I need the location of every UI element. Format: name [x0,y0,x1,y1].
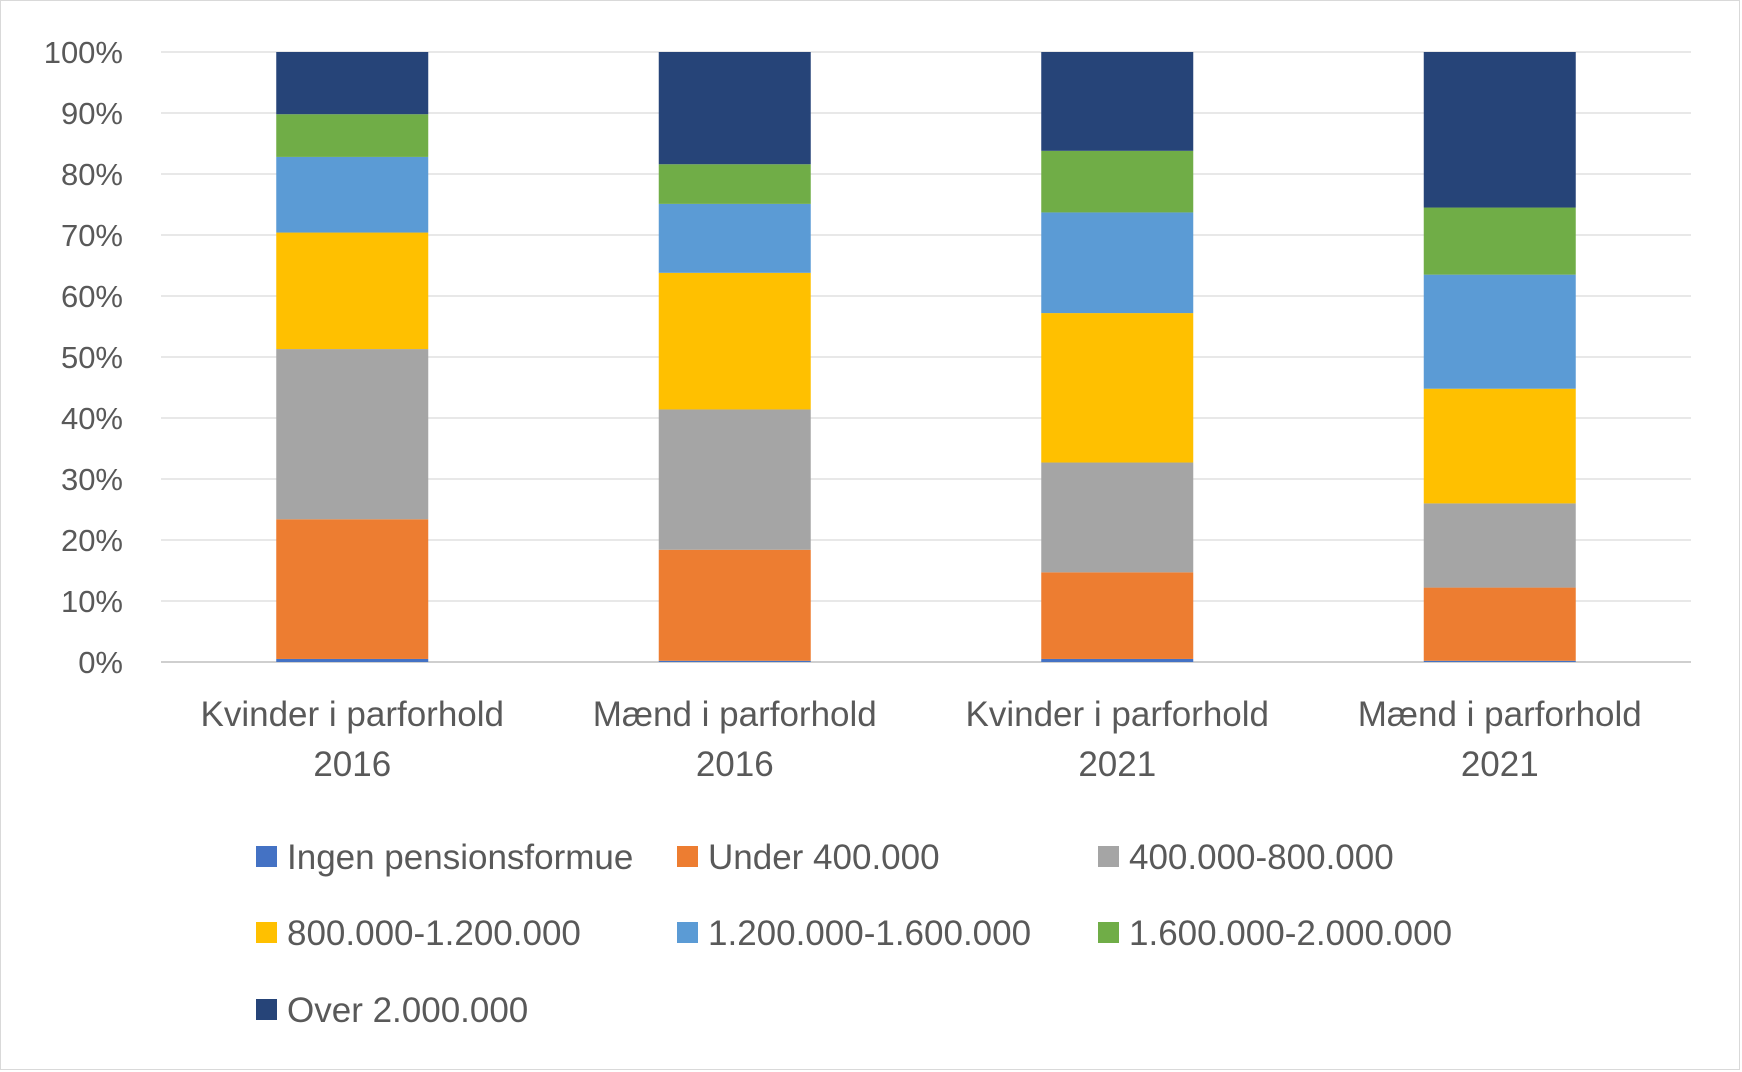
y-tick-label: 0% [78,645,123,680]
legend-swatch [1098,846,1119,867]
bar-segment [1041,658,1194,662]
y-tick-label: 80% [61,157,123,192]
x-tick-label: Mænd i parforhold [1358,695,1642,734]
bar-segment [1423,274,1576,389]
x-tick-label: Kvinder i parforhold [966,695,1270,734]
legend-swatch [1098,922,1119,943]
x-tick-label: Mænd i parforhold [593,695,877,734]
bar-segment [1041,212,1194,314]
bar-segment [1423,503,1576,588]
bar-segment [1041,313,1194,463]
legend-label: 1.200.000-1.600.000 [708,914,1031,953]
legend-swatch [256,999,277,1020]
x-tick-label: Kvinder i parforhold [201,695,505,734]
bar-segment [1423,52,1576,208]
bar-segment [276,156,429,233]
bar-segment [658,549,811,661]
legend-label: 400.000-800.000 [1129,838,1394,877]
bar-segment [276,114,429,157]
bar-segment [1423,207,1576,275]
bars [276,52,1576,662]
legend-label: Over 2.000.000 [287,991,528,1030]
bar-segment [276,232,429,350]
legend-label: Under 400.000 [708,838,940,877]
bar-segment [276,519,429,659]
y-tick-label: 30% [61,462,123,497]
y-axis-labels: 0% 10% 20% 30% 40% 50% 60% 70% 80% 90% 100% [44,35,123,680]
x-tick-label: 2021 [1461,745,1539,784]
y-tick-label: 20% [61,523,123,558]
y-tick-label: 60% [61,279,123,314]
bar-segment [1423,660,1576,662]
bar-segment [1041,150,1194,213]
bar-segment [1041,462,1194,573]
bar-segment [658,409,811,550]
y-tick-label: 50% [61,340,123,375]
bar-segment [276,52,429,115]
legend-swatch [677,922,698,943]
legend: Ingen pensionsformue Under 400.000 400.000… [256,838,1452,1030]
bar-segment [658,52,811,165]
legend-label: 800.000-1.200.000 [287,914,581,953]
bar-segment [1041,52,1194,151]
y-tick-label: 70% [61,218,123,253]
x-tick-label: 2016 [313,745,391,784]
y-tick-label: 10% [61,584,123,619]
legend-label: Ingen pensionsformue [287,838,633,877]
legend-swatch [677,846,698,867]
bar-segment [1423,388,1576,504]
bar-segment [658,203,811,273]
x-tick-label: 2016 [696,745,774,784]
bar-segment [1423,587,1576,661]
y-tick-label: 90% [61,96,123,131]
legend-label: 1.600.000-2.000.000 [1129,914,1452,953]
x-tick-label: 2021 [1078,745,1156,784]
bar-segment [276,658,429,662]
legend-swatch [256,846,277,867]
x-axis-labels: Kvinder i parforhold 2016 Mænd i parforhol… [201,695,1642,784]
bar-segment [658,660,811,662]
y-tick-label: 40% [61,401,123,436]
y-tick-label: 100% [44,35,123,70]
bar-segment [658,164,811,204]
bar-segment [276,349,429,520]
bar-segment [1041,572,1194,659]
legend-swatch [256,922,277,943]
bar-segment [658,272,811,410]
